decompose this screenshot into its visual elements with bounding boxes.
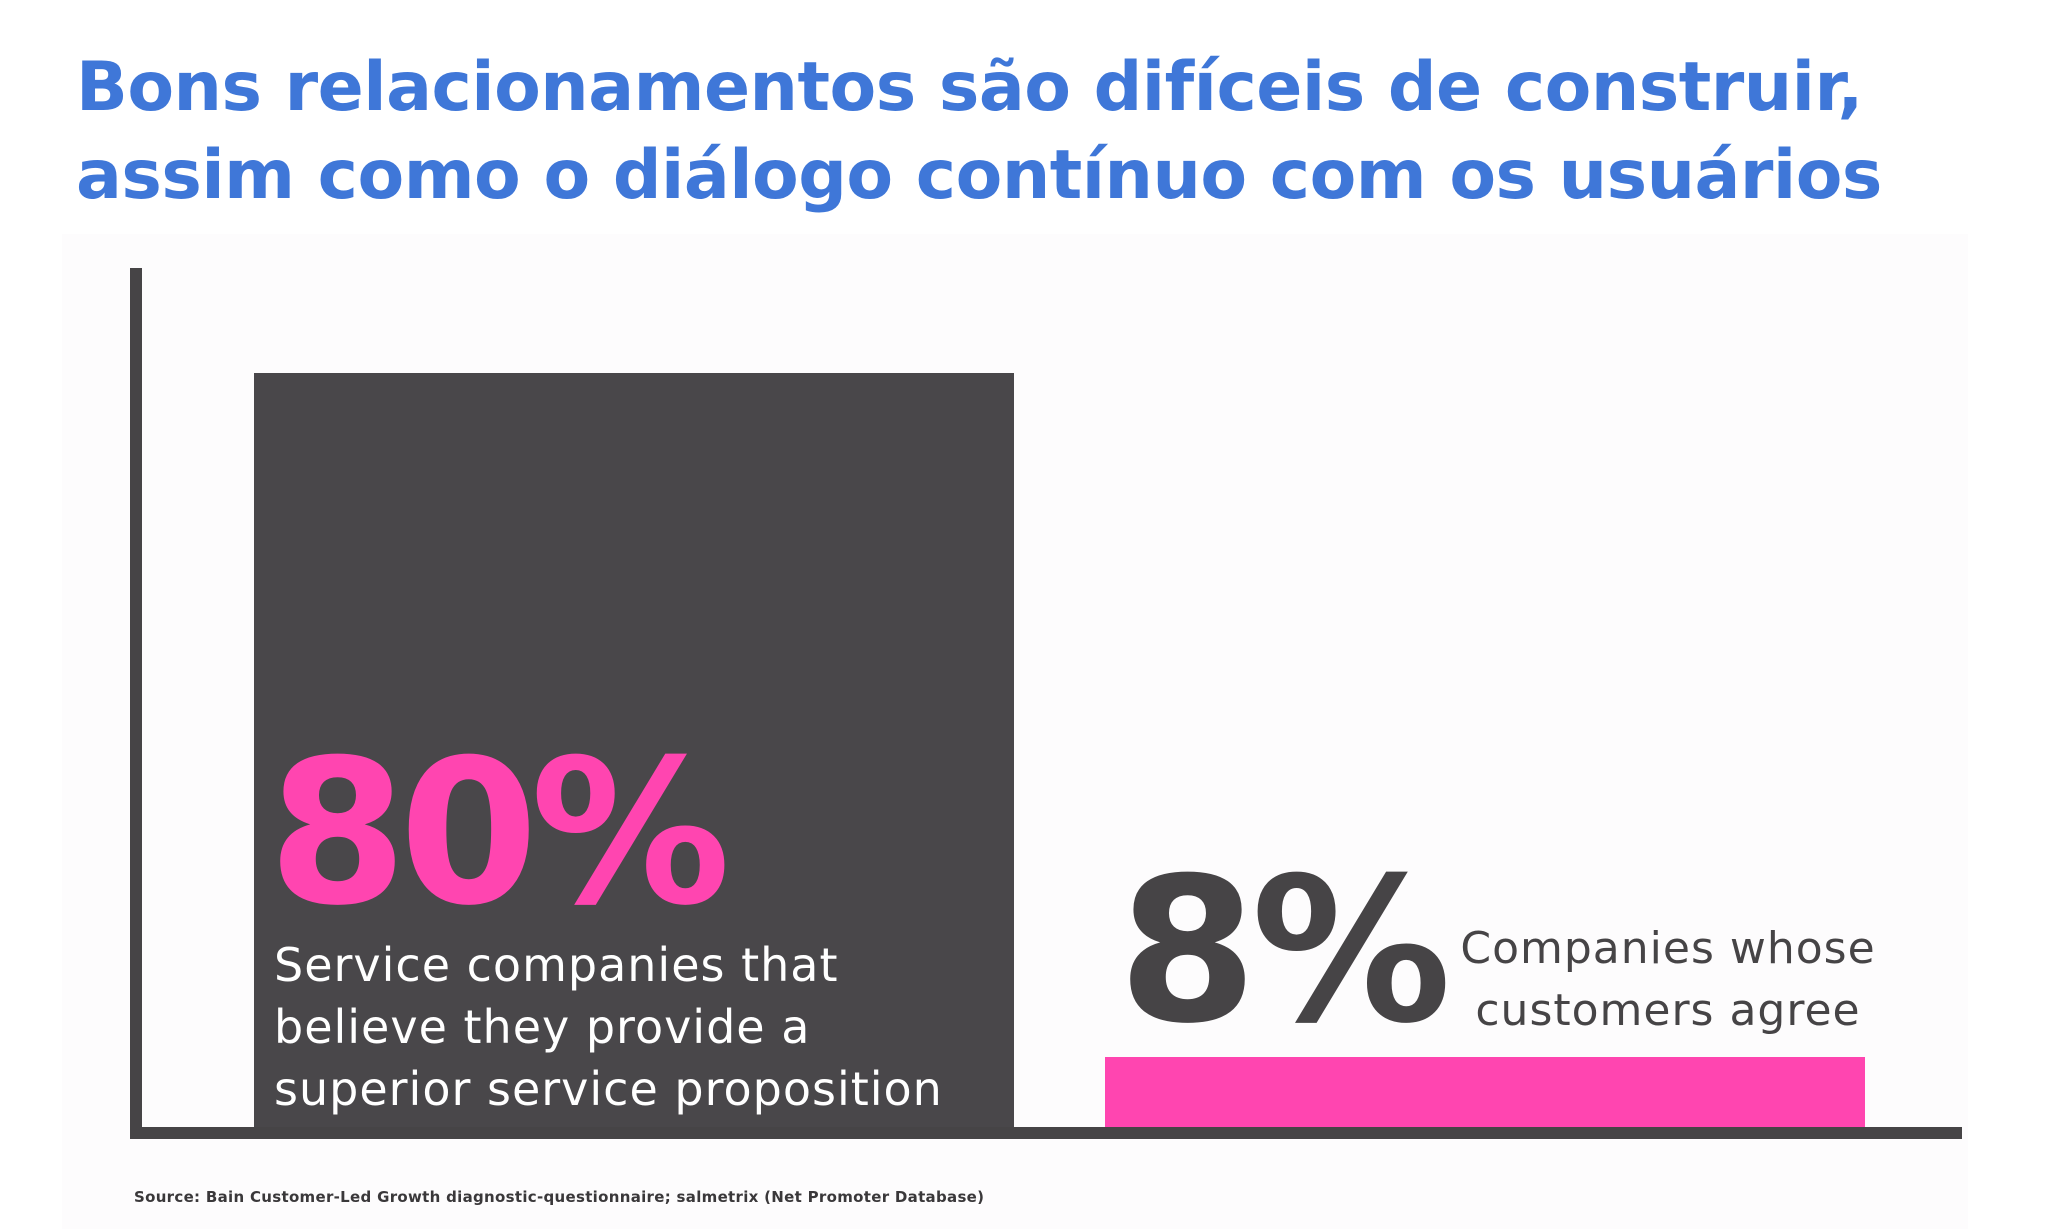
category-label-service-companies: Service companies that believe they prov…: [274, 934, 994, 1120]
category-label-line: Companies whose: [1460, 923, 1876, 974]
bar-service-companies: [254, 373, 1014, 1133]
bar-customers-agree: [1105, 1057, 1865, 1133]
title-line-1: Bons relacionamentos são difíceis de con…: [76, 48, 1863, 127]
category-label-line: believe they provide a: [274, 1000, 811, 1054]
y-axis-line: [130, 268, 142, 1138]
category-label-customers-agree: Companies whose customers agree: [1448, 918, 1888, 1042]
data-label-service-companies: 80%: [268, 717, 731, 950]
category-label-line: customers agree: [1475, 985, 1861, 1036]
data-label-customers-agree: 8%: [1118, 835, 1452, 1068]
x-axis-line: [130, 1127, 1962, 1139]
category-label-line: Service companies that: [274, 938, 839, 992]
source-note: Source: Bain Customer-Led Growth diagnos…: [134, 1188, 985, 1206]
page-title: Bons relacionamentos são difíceis de con…: [76, 44, 2016, 220]
category-label-line: superior service proposition: [274, 1062, 943, 1116]
title-line-2: assim como o diálogo contínuo com os usu…: [76, 136, 1882, 215]
